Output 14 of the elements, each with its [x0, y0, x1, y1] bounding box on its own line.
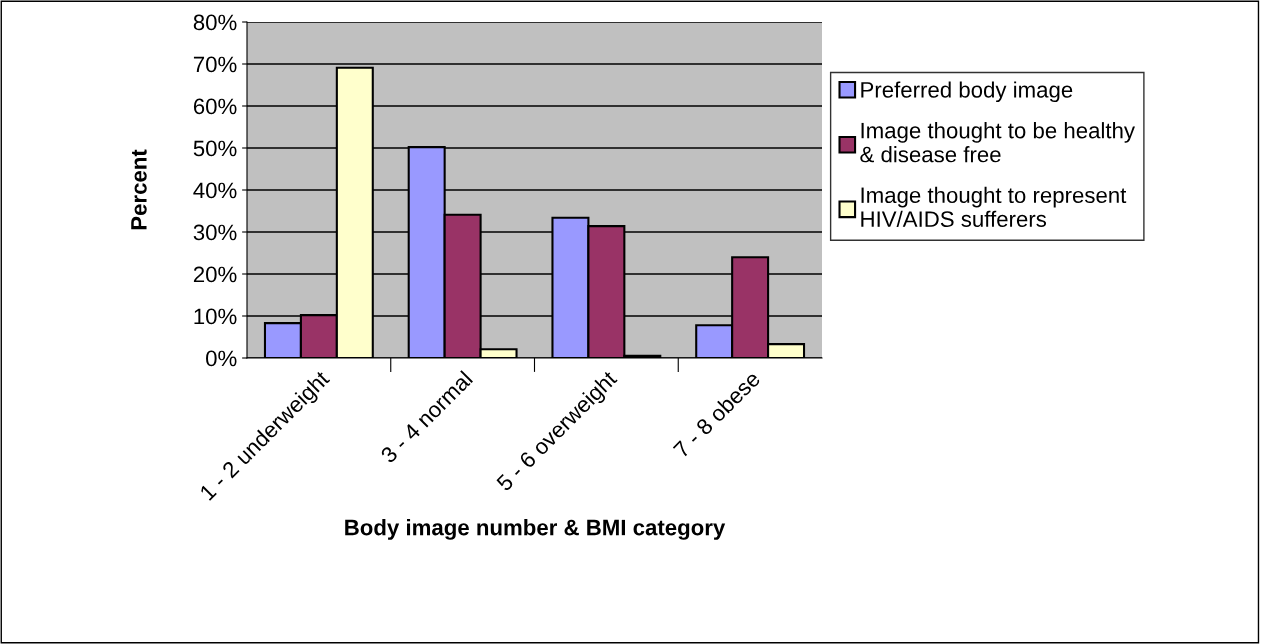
legend-label: Image thought to be healthy & disease free	[860, 122, 1135, 163]
x-axis-title: Body image number & BMI category	[345, 519, 726, 540]
y-tick-label: 60%	[193, 98, 237, 115]
legend-label: Image thought to represent HIV/AIDS sufferers	[861, 186, 1127, 228]
legend-label: Preferred body image	[861, 81, 1073, 103]
y-tick-label: 50%	[193, 140, 237, 157]
y-tick-label: 70%	[193, 56, 237, 73]
y-tick-label: 20%	[193, 266, 237, 283]
y-tick-label: 80%	[193, 14, 237, 31]
y-tick-label: 30%	[193, 224, 237, 241]
y-tick-label: 40%	[193, 182, 237, 199]
y-tick-label: 0%	[206, 350, 237, 367]
y-axis-title: Percent	[131, 149, 147, 230]
y-tick-label: 10%	[194, 308, 237, 325]
